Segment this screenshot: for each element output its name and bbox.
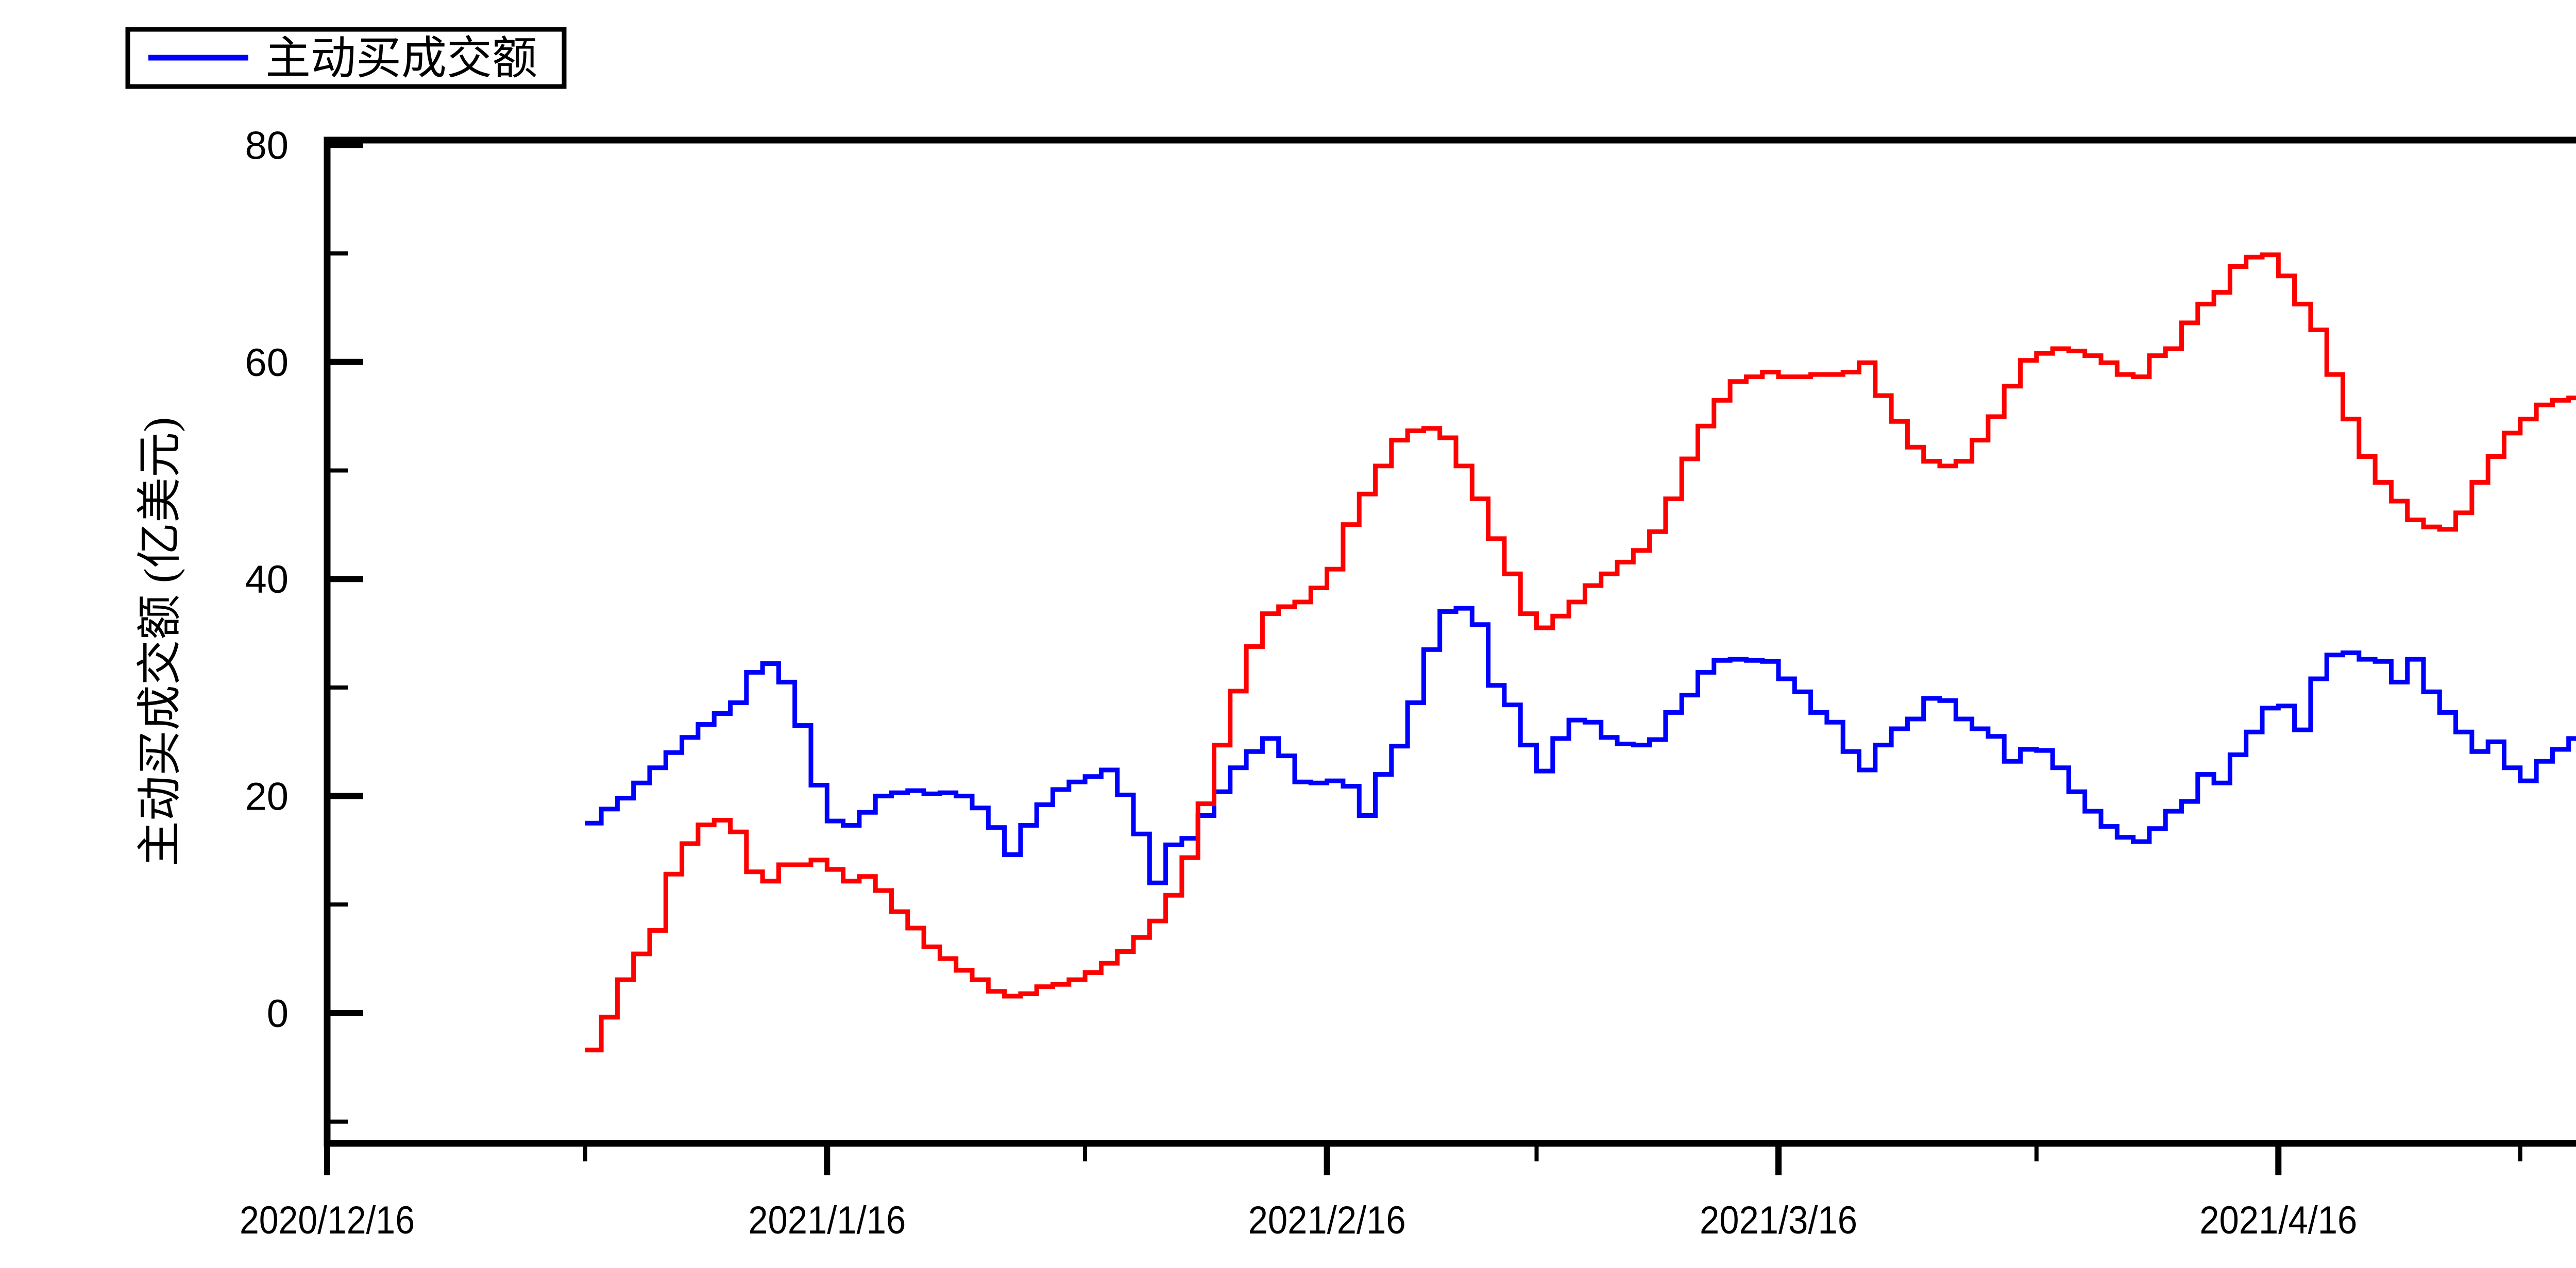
x-tick-label: 2021/2/16: [1248, 1198, 1406, 1242]
y-left-tick-label: 0: [267, 992, 289, 1036]
volume-series-line: [585, 606, 2576, 885]
legend-volume-label: 主动买成交额: [265, 34, 537, 84]
legend-volume: 主动买成交额: [125, 27, 567, 89]
x-tick-label: 2020/12/16: [240, 1198, 415, 1242]
x-tick-label: 2021/4/16: [2199, 1198, 2357, 1242]
x-tick-label: 2021/1/16: [748, 1198, 906, 1242]
x-tick-label: 2021/3/16: [1700, 1198, 1857, 1242]
y-left-axis-title: 主动买成交额 (亿美元): [135, 417, 185, 867]
generated-chart-elements: 0204060802500030000350004000045000500005…: [240, 124, 2576, 1242]
y-left-tick-label: 20: [245, 775, 289, 819]
plot-frame: [324, 136, 2576, 1147]
y-left-tick-label: 80: [245, 124, 289, 167]
y-left-tick-label: 60: [245, 341, 289, 385]
y-left-tick-label: 40: [245, 558, 289, 602]
price-series-line: [585, 252, 2576, 1053]
